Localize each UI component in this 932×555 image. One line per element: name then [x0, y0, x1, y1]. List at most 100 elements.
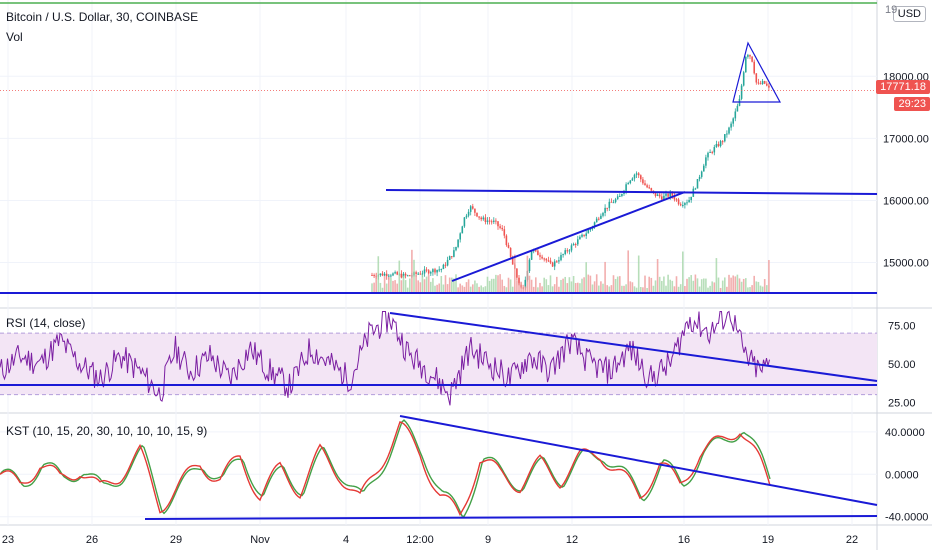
kst-y-tick-label: 0.0000 [885, 469, 919, 481]
volume-bar [669, 279, 671, 292]
candle-body [642, 179, 644, 184]
volume-bar [677, 286, 680, 292]
currency-badge[interactable]: USD [892, 6, 926, 22]
candle-body [734, 111, 737, 119]
volume-bar [530, 279, 533, 292]
volume-bar [549, 275, 552, 292]
main-legend-title: Bitcoin / U.S. Dollar, 30, COINBASE [6, 10, 199, 24]
candle-body [518, 277, 520, 285]
volume-bar [577, 282, 579, 292]
candle-body [453, 250, 455, 257]
volume-bar [583, 277, 585, 292]
volume-bar [707, 287, 709, 292]
volume-bar [413, 259, 415, 292]
candle-body [658, 194, 661, 197]
volume-bar [371, 283, 373, 292]
volume-bar [461, 285, 464, 292]
candle-body [595, 218, 598, 223]
candle-body [717, 144, 720, 147]
volume-bar [587, 274, 590, 292]
volume-bar [589, 275, 592, 292]
volume-bar [719, 287, 722, 292]
candle-body [472, 206, 474, 209]
candle-body [627, 183, 629, 185]
volume-bar [742, 278, 745, 292]
candle-body [619, 195, 621, 197]
candle-body [474, 208, 476, 213]
volume-bar [528, 275, 531, 292]
volume-bar [516, 280, 518, 292]
candle-body [631, 178, 634, 181]
volume-bar [543, 277, 545, 292]
volume-bar [482, 287, 485, 292]
volume-bar [595, 274, 598, 292]
candle-body [535, 250, 537, 252]
candle-body [476, 212, 478, 217]
candle-body [768, 85, 770, 88]
volume-bar [692, 280, 695, 292]
candle-body [728, 127, 730, 134]
candle-body [629, 180, 632, 184]
volume-bar [696, 278, 699, 292]
volume-bar [606, 285, 608, 292]
candle-body [726, 133, 728, 135]
candle-body [390, 275, 392, 277]
volume-bar [608, 286, 611, 292]
volume-bars [371, 249, 770, 292]
volume-bar [686, 278, 688, 292]
volume-bar [400, 280, 403, 292]
volume-bar [425, 276, 428, 292]
candle-body [501, 227, 503, 230]
candle-body [488, 220, 491, 222]
volume-bar [757, 281, 760, 292]
candle-body [610, 201, 613, 203]
candle-body [373, 275, 375, 277]
volume-bar [755, 281, 758, 292]
candle-body [463, 217, 466, 227]
volume-bar [705, 278, 707, 292]
volume-bar [732, 275, 734, 292]
volume-bar [663, 276, 665, 292]
candle-body [394, 272, 396, 274]
candle-body [388, 275, 390, 277]
volume-bar [377, 256, 380, 292]
candle-body [602, 212, 604, 216]
candle-body [700, 171, 703, 177]
volume-bar [633, 286, 636, 292]
volume-bar [761, 286, 764, 292]
volume-bar [745, 278, 747, 292]
volume-bar [610, 285, 613, 292]
candle-body [637, 173, 640, 176]
volume-bar [553, 284, 556, 292]
candle-body [656, 194, 659, 196]
candle-body [499, 226, 501, 228]
candle-body [690, 196, 692, 201]
volume-bar [759, 285, 762, 292]
candle-body [616, 196, 619, 200]
candle-body [455, 246, 457, 251]
x-tick-label: 12:00 [406, 534, 434, 546]
volume-bar [749, 287, 751, 292]
volume-bar [721, 280, 724, 292]
volume-bar [373, 282, 375, 292]
volume-bar [637, 255, 640, 292]
candle-body [467, 211, 470, 216]
kst-legend: KST (10, 15, 20, 30, 10, 10, 10, 15, 9) [6, 424, 208, 438]
kst-support-line [144, 515, 878, 520]
candle-body [709, 151, 711, 153]
volume-bar [478, 286, 480, 292]
candle-body [707, 152, 709, 158]
candle-body [679, 204, 682, 206]
volume-bar [488, 280, 491, 292]
volume-bar [484, 286, 487, 292]
volume-bar [614, 278, 617, 292]
candle-body [640, 175, 642, 180]
candle-body [724, 134, 726, 142]
candle-body [505, 235, 508, 246]
volume-bar [703, 278, 705, 292]
candle-body [530, 251, 533, 260]
candle-body [495, 220, 497, 222]
candle-body [469, 206, 472, 212]
candle-body [509, 247, 512, 257]
